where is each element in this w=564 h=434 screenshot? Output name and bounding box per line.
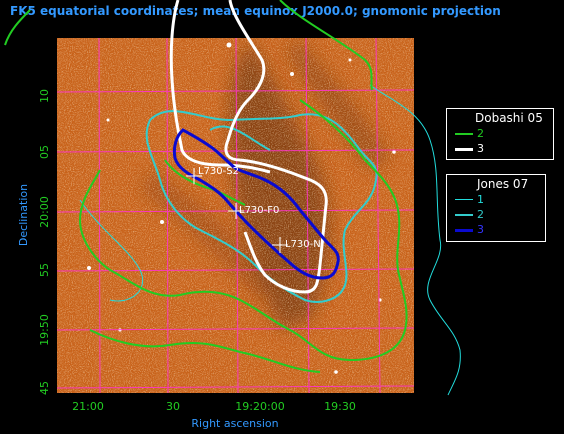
x-axis-ticks: 21:00 30 19:20:00 19:30: [72, 400, 356, 413]
x-tick-label: 21:00: [72, 400, 104, 413]
legend-title: Jones 07: [477, 177, 529, 191]
y-tick-label: 45: [38, 381, 51, 395]
y-tick-label: 19:50: [38, 314, 51, 346]
source-marker-l730-s2[interactable]: L730-S2: [186, 166, 239, 184]
y-tick-label: 20:00: [38, 196, 51, 228]
coordinate-grid: [56, 37, 415, 394]
legend-swatch: [455, 133, 473, 135]
legend-swatch: [455, 214, 473, 216]
source-label: L730-N: [285, 239, 321, 250]
legend-entry: 3: [447, 223, 545, 237]
source-label: L730-F0: [239, 205, 279, 216]
legend-title: Dobashi 05: [475, 111, 543, 125]
legend-swatch: [455, 148, 473, 151]
source-marker-l730-f0[interactable]: L730-F0: [228, 203, 279, 219]
legend-jones07: Jones 07 1 2 3: [446, 174, 546, 242]
legend-dobashi05: Dobashi 05 2 3: [446, 108, 554, 160]
contour-jones07-level3: [172, 128, 340, 280]
x-axis-label: Right ascension: [191, 417, 278, 430]
contour-jones07-level2: [145, 110, 378, 303]
x-tick-label: 30: [166, 400, 180, 413]
legend-entry-label: 3: [477, 223, 484, 236]
legend-entry-label: 2: [477, 208, 484, 221]
contour-dobashi05-level2: [4, 0, 408, 373]
legend-entry: 2: [447, 127, 553, 141]
source-label: L730-S2: [198, 166, 239, 177]
y-tick-label: 10: [38, 89, 51, 103]
legend-entry-label: 2: [477, 127, 484, 140]
x-tick-label: 19:30: [324, 400, 356, 413]
source-marker-l730-n[interactable]: L730-N: [272, 237, 321, 253]
x-tick-label: 19:20:00: [235, 400, 284, 413]
legend-swatch: [455, 229, 473, 232]
y-axis-ticks: 10 05 20:00 55 19:50 45: [38, 89, 51, 395]
y-axis-label: Declination: [17, 184, 30, 246]
legend-entry: 3: [447, 142, 553, 156]
legend-swatch: [455, 199, 473, 200]
contour-jones07-level1: [79, 84, 461, 396]
legend-entry-label: 1: [477, 193, 484, 206]
plot-title: FK5 equatorial coordinates; mean equinox…: [10, 4, 501, 18]
legend-entry-label: 3: [477, 142, 484, 155]
y-tick-label: 55: [38, 263, 51, 277]
legend-entry: 1: [447, 193, 545, 207]
legend-entry: 2: [447, 208, 545, 222]
y-tick-label: 05: [38, 145, 51, 159]
